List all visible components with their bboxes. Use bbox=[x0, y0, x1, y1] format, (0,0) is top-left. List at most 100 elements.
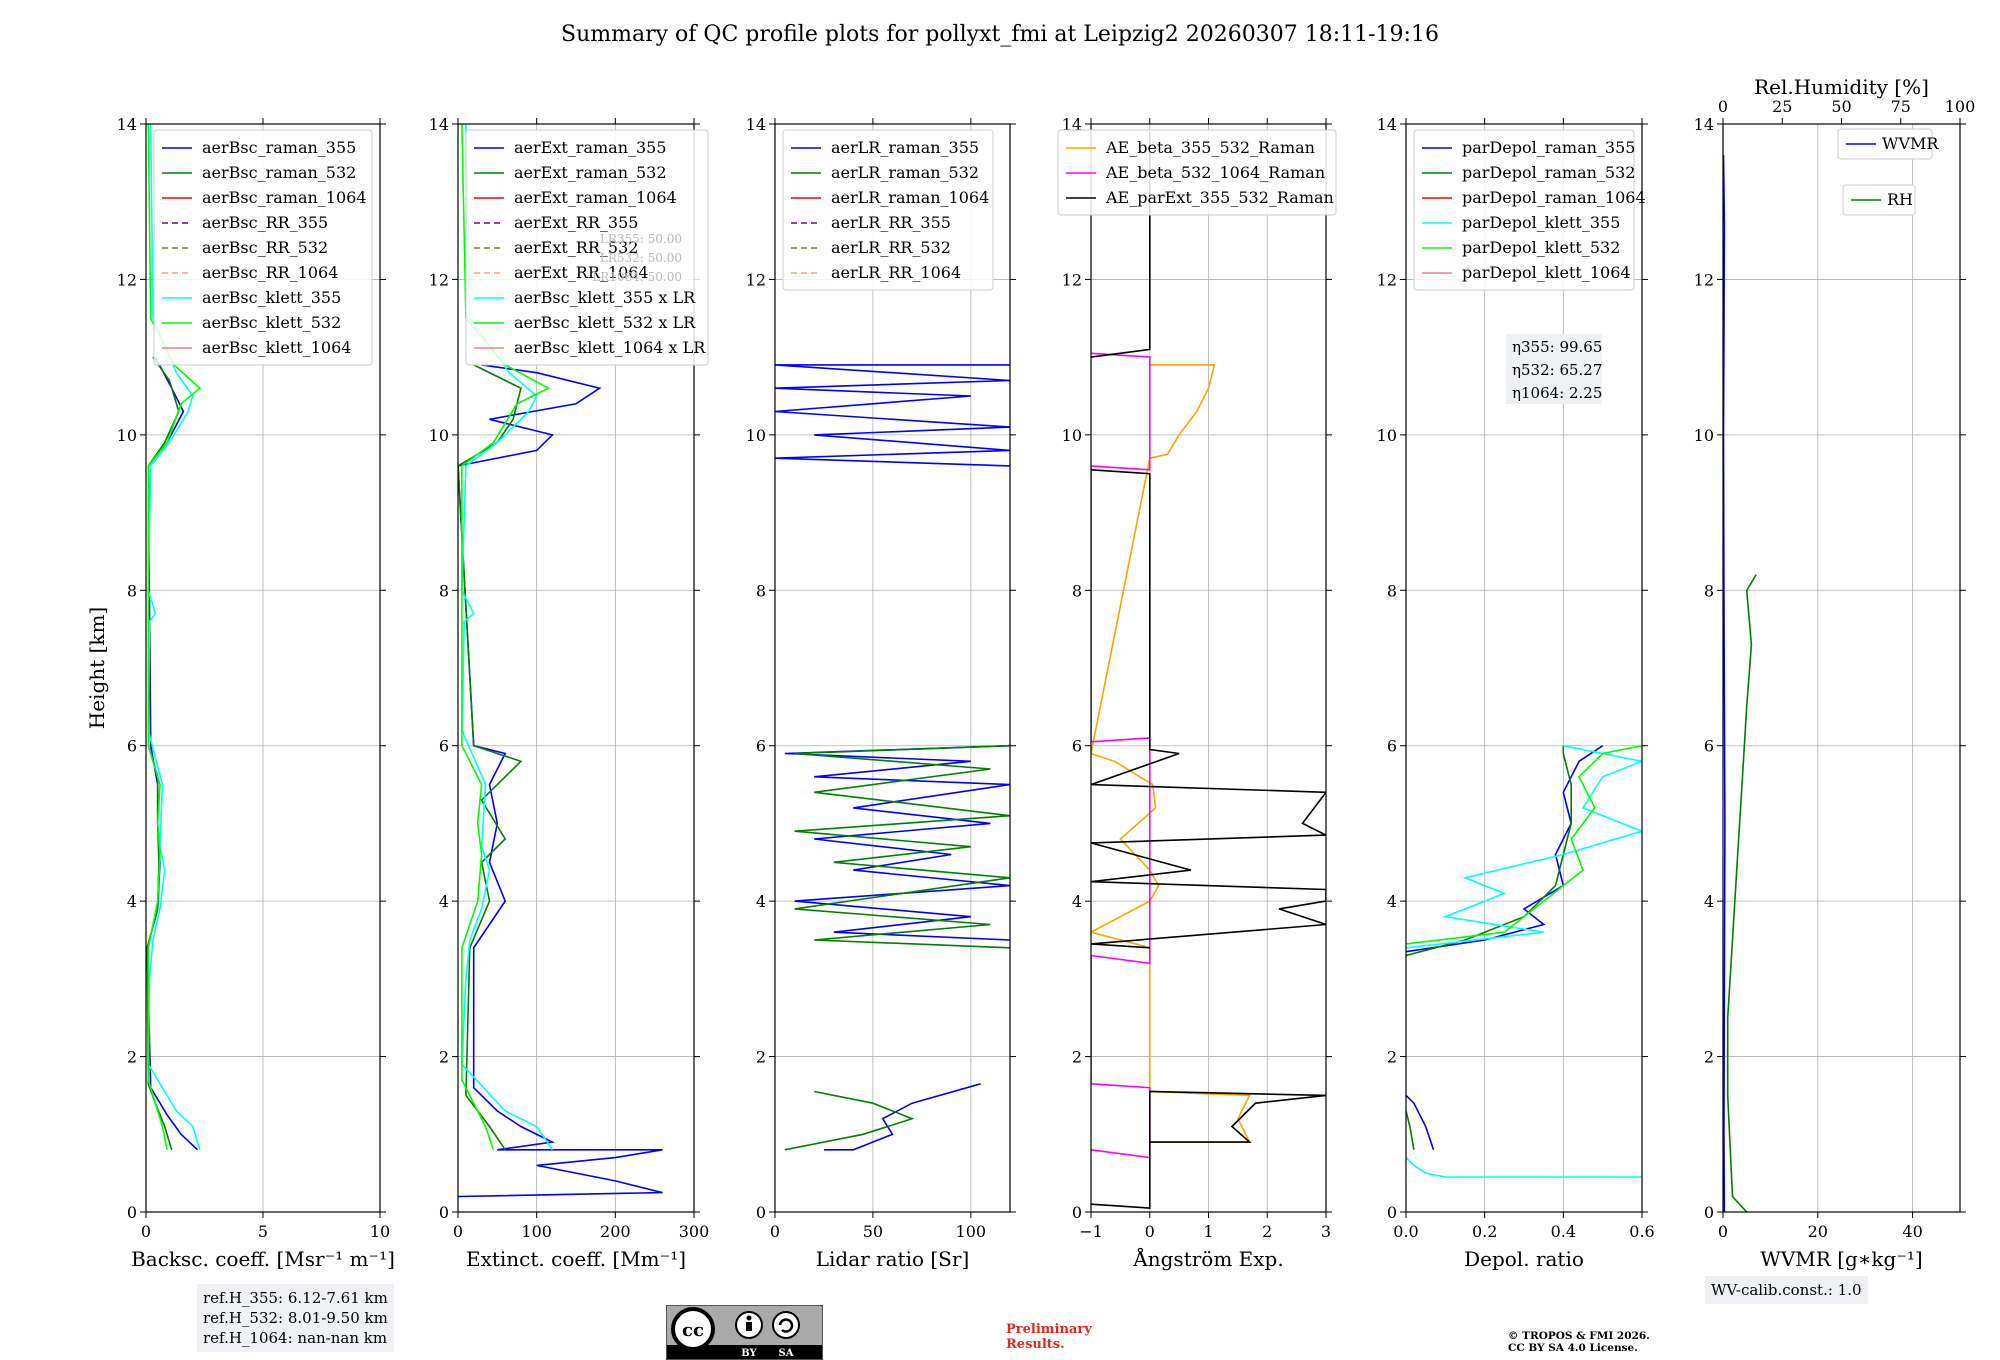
series-AE_beta_355_532_Raman bbox=[1091, 364, 1251, 1143]
legend-entry-label: aerLR_RR_532 bbox=[831, 238, 951, 257]
series-parDepol_raman_532 bbox=[1406, 1110, 1415, 1150]
svg-text:cc: cc bbox=[682, 1320, 704, 1341]
legend-box bbox=[153, 129, 373, 366]
legend-entry-label: aerBsc_RR_355 bbox=[202, 213, 328, 232]
y-tick-label: 2 bbox=[127, 1048, 137, 1067]
x-tick-label: 2 bbox=[1262, 1222, 1272, 1241]
legend-entry-label: AE_beta_532_1064_Raman bbox=[1105, 163, 1325, 182]
lidar-ratio-note: LR355: 50.00 bbox=[600, 232, 682, 246]
y-tick-label: 6 bbox=[1704, 737, 1714, 756]
y-axis-label: Height [km] bbox=[85, 607, 109, 729]
preliminary-note: Preliminary Results. bbox=[1006, 1322, 1092, 1352]
series-WVMR bbox=[1723, 155, 1726, 1212]
y-tick-label: 2 bbox=[756, 1048, 766, 1067]
legend-entry-label: aerExt_RR_532 bbox=[514, 238, 638, 257]
series-aerBsc_klett_532 bbox=[147, 124, 202, 1150]
legend-entry-label: parDepol_klett_355 bbox=[1462, 213, 1620, 232]
top-x-axis-label: Rel.Humidity [%] bbox=[1754, 75, 1929, 99]
y-tick-label: 2 bbox=[1387, 1048, 1397, 1067]
plot-frame bbox=[457, 123, 695, 1213]
legend-entry-label: aerBsc_RR_1064 bbox=[202, 263, 338, 282]
y-tick-label: 0 bbox=[1387, 1203, 1397, 1222]
legend-entry-label: aerLR_raman_532 bbox=[831, 163, 979, 182]
x-axis-label: WVMR [g∗kg⁻¹] bbox=[1760, 1247, 1922, 1271]
y-tick-label: 12 bbox=[117, 270, 137, 289]
panel-ext: 0 100 200 300 0 2 4 6 8 10 12 14 Extinct. coeff. [Mm… bbox=[429, 115, 710, 1271]
legend-entry-label: aerExt_RR_1064 bbox=[514, 263, 649, 282]
eta-box bbox=[1506, 334, 1602, 404]
preliminary-line-1: Preliminary bbox=[1006, 1322, 1092, 1337]
legend-box bbox=[465, 129, 709, 366]
legend-entry-label: aerBsc_raman_532 bbox=[202, 163, 356, 182]
ref-height-532: ref.H_532: 8.01-9.50 km bbox=[203, 1309, 388, 1327]
x-tick-label: 5 bbox=[258, 1222, 268, 1241]
legend-entry-label: aerBsc_klett_355 x LR bbox=[514, 288, 696, 307]
figure-title: Summary of QC profile plots for pollyxt_… bbox=[561, 22, 1439, 47]
series-aerBsc_klett_532 x LR bbox=[461, 124, 551, 1151]
legend-box bbox=[1413, 129, 1635, 291]
legend-entry-label: aerBsc_raman_1064 bbox=[202, 188, 367, 207]
x-tick-label: 0.6 bbox=[1629, 1222, 1654, 1241]
cc-icon bbox=[671, 1307, 715, 1351]
legend-entry-label: aerBsc_RR_532 bbox=[202, 238, 328, 257]
series-parDepol_klett_355_mid bbox=[1406, 744, 1642, 949]
y-tick-label: 0 bbox=[439, 1203, 449, 1222]
x-tick-label: 0 bbox=[141, 1222, 151, 1241]
legend-entry-label: aerExt_raman_355 bbox=[514, 138, 667, 157]
y-tick-label: 0 bbox=[756, 1203, 766, 1222]
copyright-line-1: © TROPOS & FMI 2026. bbox=[1508, 1330, 1650, 1342]
y-tick-label: 6 bbox=[1387, 737, 1397, 756]
y-tick-label: 8 bbox=[127, 581, 137, 600]
panel-bsc: 0 5 10 0 2 4 6 8 10 12 14 Backsc. coeff. [Msr⁻¹ m⁻¹… bbox=[85, 115, 395, 1271]
series-parDepol_klett_355_low bbox=[1406, 1157, 1642, 1178]
reference-height-box: ref.H_355: 6.12-7.61 km ref.H_532: 8.01-… bbox=[197, 1284, 394, 1352]
y-tick-label: 2 bbox=[1072, 1048, 1082, 1067]
legend-entry-label: aerLR_raman_355 bbox=[831, 138, 979, 157]
legend-entry-label: aerBsc_klett_355 bbox=[202, 288, 341, 307]
eta-value: η355: 99.65 bbox=[1512, 338, 1602, 356]
legend-entry-label: aerBsc_klett_1064 bbox=[202, 338, 351, 357]
legend-entry-label: RH bbox=[1887, 190, 1913, 209]
y-tick-label: 8 bbox=[1704, 581, 1714, 600]
plot-frame bbox=[1722, 123, 1961, 1213]
y-tick-label: 10 bbox=[1062, 426, 1082, 445]
series-aerLR_raman_355_upper bbox=[784, 744, 1010, 941]
preliminary-line-2: Results. bbox=[1006, 1337, 1065, 1352]
top-x-tick-label: 50 bbox=[1831, 97, 1851, 116]
x-tick-label: 0 bbox=[1145, 1222, 1155, 1241]
top-x-tick-label: 25 bbox=[1772, 97, 1792, 116]
legend-box bbox=[782, 129, 994, 291]
y-tick-label: 10 bbox=[746, 426, 766, 445]
legend-entry-label: aerLR_RR_1064 bbox=[831, 263, 961, 282]
cc-sa-label: SA bbox=[779, 1348, 794, 1359]
share-alike-icon bbox=[772, 1311, 800, 1339]
x-tick-label: 1 bbox=[1203, 1222, 1213, 1241]
y-tick-label: 8 bbox=[1387, 581, 1397, 600]
series-aerExt_raman_532 bbox=[458, 364, 523, 1151]
y-tick-label: 14 bbox=[746, 115, 766, 134]
series-aerLR_raman_532_upper bbox=[794, 744, 1010, 949]
y-tick-label: 10 bbox=[1694, 426, 1714, 445]
series-aerLR_raman_355 bbox=[824, 1083, 981, 1151]
legend-entry-label: aerLR_raman_1064 bbox=[831, 188, 989, 207]
legend-entry-label: aerBsc_klett_1064 x LR bbox=[514, 338, 706, 357]
legend-entry-label: parDepol_raman_355 bbox=[1462, 138, 1635, 157]
series-aerLR_raman_532 bbox=[784, 1090, 915, 1151]
top-x-tick-label: 0 bbox=[1718, 97, 1728, 116]
y-tick-label: 8 bbox=[756, 581, 766, 600]
legend-entry-label: aerBsc_klett_532 x LR bbox=[514, 313, 696, 332]
x-tick-label: 3 bbox=[1321, 1222, 1331, 1241]
legend-box bbox=[1837, 128, 1933, 160]
x-axis-label: Extinct. coeff. [Mm⁻¹] bbox=[466, 1247, 686, 1271]
x-tick-label: 300 bbox=[679, 1222, 710, 1241]
legend-entry-label: aerExt_raman_532 bbox=[514, 163, 667, 182]
series-aerLR_raman_355_cirrus bbox=[775, 364, 1010, 467]
y-tick-label: 6 bbox=[127, 737, 137, 756]
x-tick-label: 20 bbox=[1808, 1222, 1828, 1241]
x-tick-label: 0.2 bbox=[1472, 1222, 1497, 1241]
y-tick-label: 10 bbox=[1377, 426, 1397, 445]
panel-lr: 0 50 100 0 2 4 6 8 10 12 14 Lidar ratio [Sr] aerLR_r… bbox=[746, 115, 1016, 1271]
y-tick-label: 4 bbox=[756, 892, 766, 911]
